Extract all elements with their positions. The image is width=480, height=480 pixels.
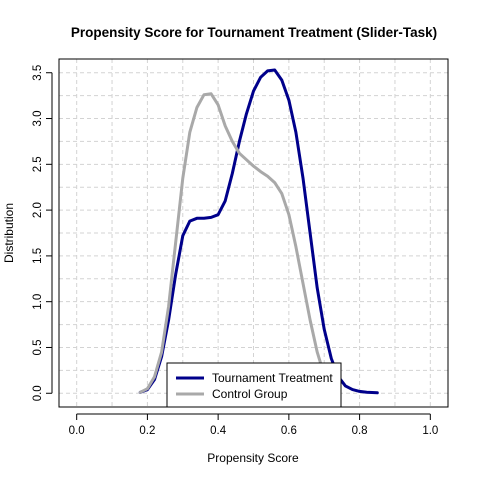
legend-label-0: Tournament Treatment [212,371,333,385]
x-tick-label-3: 0.6 [281,425,297,437]
x-tick-label-4: 0.8 [352,425,368,437]
x-axis-label: Propensity Score [207,451,299,465]
y-tick-label-1: 0.5 [32,340,44,356]
y-axis-label: Distribution [2,203,16,263]
y-tick-label-0: 0.0 [32,385,44,401]
legend-box [166,362,342,408]
x-axis: 0.0 0.2 0.4 0.6 0.8 1.0 [69,413,438,437]
chart-title: Propensity Score for Tournament Treatmen… [71,25,437,40]
y-tick-label-4: 2.0 [32,202,44,218]
x-tick-label-0: 0.0 [69,425,85,437]
x-tick-label-1: 0.2 [139,425,155,437]
y-tick-label-6: 3.0 [32,111,44,127]
y-axis: 0.0 0.5 1.0 1.5 2.0 2.5 3.0 3.5 [32,65,53,401]
grid-lines [59,59,448,407]
legend-label-1: Control Group [212,387,288,401]
x-tick-label-2: 0.4 [210,425,227,437]
y-tick-label-3: 1.5 [32,248,44,264]
x-tick-label-5: 1.0 [422,425,438,437]
legend: Tournament Treatment Control Group [166,362,342,408]
y-tick-label-7: 3.5 [32,65,44,81]
y-tick-label-5: 2.5 [32,156,44,172]
y-tick-label-2: 1.0 [32,294,44,310]
series-line-1 [138,92,340,394]
